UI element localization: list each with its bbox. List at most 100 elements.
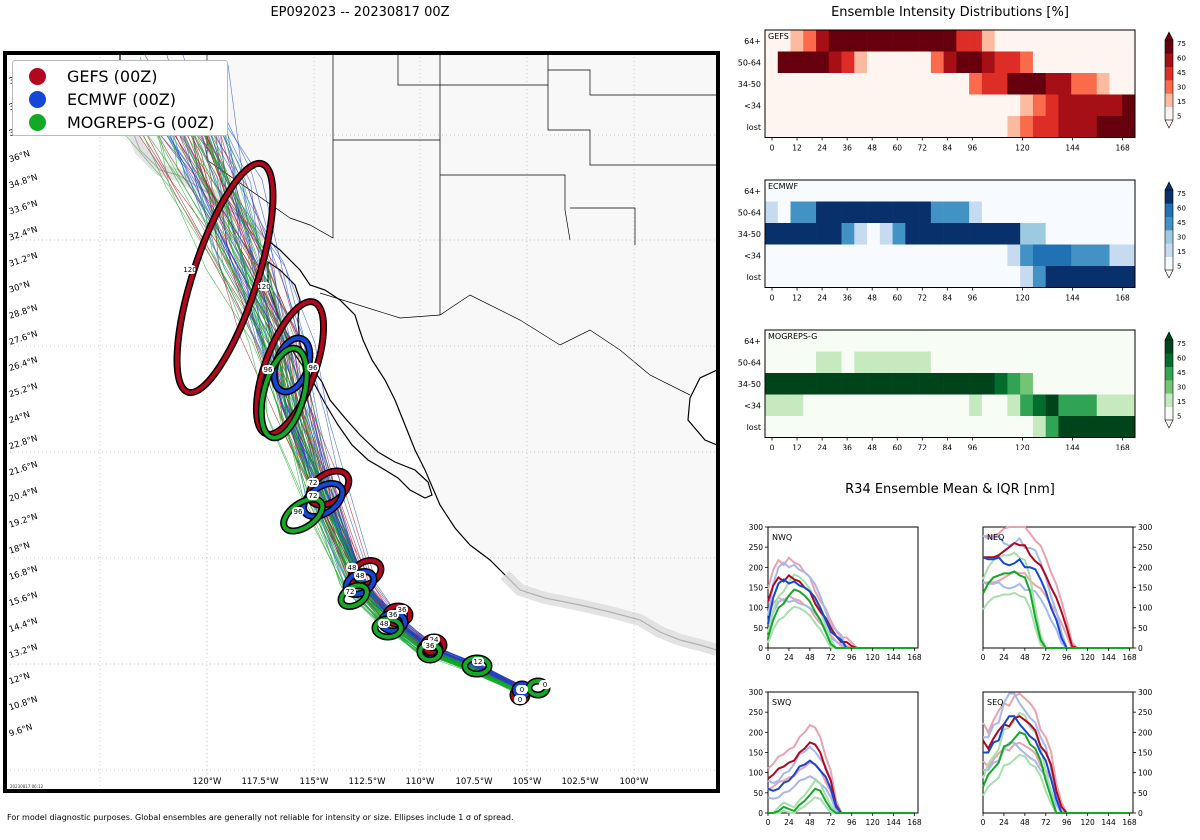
hour-label: 0 (543, 681, 547, 689)
heatmap-cell (994, 73, 1008, 95)
heatmap-cell (1045, 51, 1059, 74)
colorbar-tick: 75 (1177, 40, 1186, 48)
heatmap-cell (981, 116, 995, 138)
heatmap-cell (969, 244, 983, 267)
footnote: For model diagnostic purposes. Global en… (7, 813, 514, 822)
heatmap-cell (816, 351, 830, 374)
heatmap-cell (1096, 180, 1110, 202)
x-tick-label: 168 (907, 818, 922, 827)
colorbar-tick: 45 (1177, 219, 1186, 227)
heatmap-cell (1020, 223, 1034, 245)
heatmap-cell (765, 394, 779, 417)
heatmap-cell (943, 180, 957, 202)
heatmap-cell (1045, 116, 1059, 138)
colorbar-tick: 45 (1177, 369, 1186, 377)
row-label: 34-50 (738, 380, 761, 389)
map-title: EP092023 -- 20230817 00Z (270, 5, 450, 20)
x-tick-label: 120 (1080, 653, 1095, 662)
heatmap-cell (1109, 180, 1123, 202)
heatmap-cell (956, 30, 970, 52)
heatmap-cell (969, 116, 983, 138)
y-tick-label: 100 (749, 769, 764, 778)
heatmap-cell (1071, 180, 1085, 202)
x-tick-label: 72 (826, 818, 836, 827)
heatmap-cell (828, 180, 842, 202)
heatmap-cell (1032, 416, 1046, 438)
heatmap-cell (918, 51, 932, 74)
intensity-panel-ecmwf: ECMWF 64+ 50-64 34-50 <34 lost 0 12 24 36 48 60 72 84… (738, 179, 1186, 303)
heatmap-cell (765, 94, 779, 117)
heatmap-cell (892, 51, 906, 74)
panel-name: MOGREPS-G (768, 332, 817, 341)
hour-label-bg (396, 605, 408, 614)
heatmap-cell (1020, 94, 1034, 117)
heatmap-cell (1083, 351, 1098, 374)
heatmap-cell (969, 94, 983, 117)
hour-label: 48 (348, 564, 357, 572)
heatmap-cell (828, 30, 842, 52)
heatmap-cell (1032, 373, 1046, 395)
colorbar-segment (1165, 406, 1173, 421)
row-label: 64+ (744, 187, 761, 196)
row-label: 34-50 (738, 80, 761, 89)
row-label: <34 (744, 251, 761, 260)
heatmap-cell (1032, 244, 1046, 267)
lon-label: 112.5°W (349, 777, 387, 787)
heatmap-cell (1007, 266, 1021, 288)
hour-label-bg (307, 478, 319, 487)
heatmap-cell (1109, 30, 1123, 52)
quadrant-name: SEQ (987, 698, 1003, 707)
heatmap-cell (930, 201, 944, 224)
heatmap-cell (969, 351, 983, 374)
heatmap-cell (765, 351, 779, 374)
heatmap-cell (790, 266, 804, 288)
x-tick-label: 24 (784, 653, 794, 662)
heatmap-cell (1071, 244, 1085, 267)
heatmap-cell (918, 223, 932, 245)
heatmap-cell (879, 30, 893, 52)
heatmap-cell (816, 266, 830, 288)
track-map: 024364872961200243648729612001236487296 … (3, 51, 720, 793)
heatmap-cell (828, 116, 842, 138)
heatmap-cell (1096, 373, 1110, 395)
hour-label-bg (292, 507, 304, 516)
heatmap-cell (790, 201, 804, 224)
heatmap-cell (1020, 351, 1034, 374)
heatmap-cell (841, 330, 855, 352)
heatmap-cell (803, 201, 817, 224)
heatmap-cell (892, 394, 906, 417)
heatmap-cell (956, 266, 970, 288)
x-tick-label: 84 (943, 444, 953, 451)
heatmap-cell (930, 30, 944, 52)
hour-label-bg (184, 265, 196, 274)
x-tick-label: 120 (1015, 144, 1030, 153)
heatmap-cell (765, 51, 779, 74)
x-tick-label: 144 (886, 653, 901, 662)
heatmap-cell (879, 73, 893, 95)
heatmap-cell (1109, 51, 1123, 74)
y-tick-label: 300 (749, 688, 764, 697)
x-tick-label: 48 (867, 444, 877, 451)
heatmap-cell (956, 330, 970, 352)
colorbar-tick: 30 (1177, 384, 1186, 392)
heatmap-cell (816, 223, 830, 245)
y-tick-label: 300 (749, 523, 764, 532)
y-tick-label: 150 (749, 584, 764, 593)
heatmap-cell (1007, 394, 1021, 417)
heatmap-cell (828, 330, 842, 352)
heatmap-cell (1032, 266, 1046, 288)
heatmap-cell (930, 330, 944, 352)
heatmap-cell (1083, 223, 1098, 245)
heatmap-cell (1058, 180, 1072, 202)
heatmap-cell (969, 180, 983, 202)
heatmap-cell (1096, 30, 1110, 52)
x-tick-label: 72 (826, 653, 836, 662)
heatmap-cell (1083, 244, 1098, 267)
heatmap-cell (867, 73, 881, 95)
heatmap-cell (981, 180, 995, 202)
y-tick-label: 100 (749, 604, 764, 613)
y-tick-label: 300 (1138, 688, 1153, 697)
hour-label: 0 (518, 696, 522, 704)
colorbar-tick: 5 (1177, 413, 1181, 421)
